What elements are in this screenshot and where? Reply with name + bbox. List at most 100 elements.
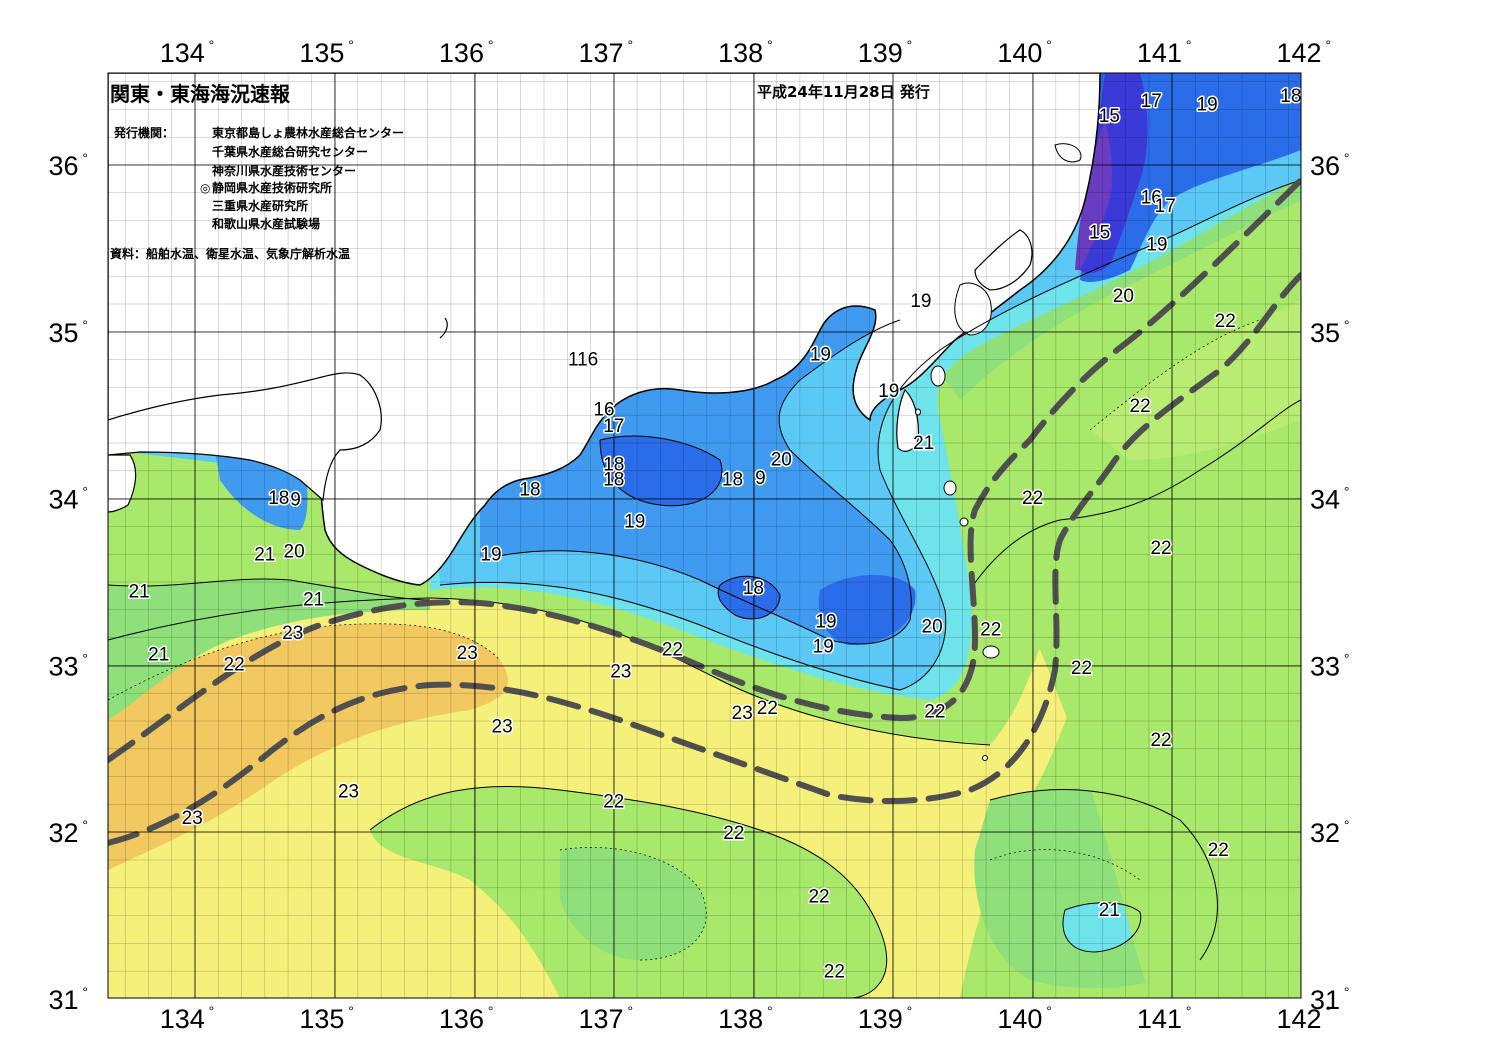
latitude-label-left: 32 ° [48,817,88,848]
isotherm-label: 18 [722,470,743,491]
isotherm-label: 22 [1071,658,1092,679]
longitude-label-top: 139 ° [858,37,913,68]
isotherm-label: 20 [284,541,305,562]
island-aogashima [982,755,988,761]
org-mark: ◎ [200,181,211,195]
isotherm-label: 16 [593,400,614,421]
isotherm-label: 18 [603,470,624,491]
isotherm-label: 23 [338,782,359,803]
isotherm-label: 23 [610,661,631,682]
latitude-label-right: 35 ° [1310,317,1350,348]
isotherm-label: 22 [723,823,744,844]
longitude-label-top: 136 ° [439,37,494,68]
longitude-label-bottom: 140 ° [997,1003,1052,1034]
isotherm-label: 18 [268,488,289,509]
zone-17-east [818,575,916,645]
longitude-label-bottom: 139 ° [858,1003,913,1034]
isotherm-label: 17 [1155,196,1176,217]
isotherm-label: 19 [1197,94,1218,115]
zone-21-south [560,847,707,960]
isotherm-label: 9 [755,468,766,489]
isotherm-label: 19 [815,611,836,632]
isotherm-label: 23 [182,808,203,829]
longitude-label-bottom: 137 ° [579,1003,634,1034]
land-boso [974,229,1033,291]
isotherm-label: 22 [808,887,829,908]
isotherm-label: 22 [662,640,683,661]
zone-21-coastal [108,578,430,720]
isotherm-label: 23 [282,623,303,644]
zone-17-south [718,576,780,619]
longitude-label-top: 141 ° [1137,37,1192,68]
isotherm-label: 22 [924,701,945,722]
latitude-label-left: 36 ° [48,150,88,181]
isotherm-label: 116 [568,349,598,370]
zone-15-north [1075,120,1112,270]
island-niijima [943,480,957,496]
organization-1: 東京都島しょ農林水産総合センター [200,124,404,141]
latitude-label-right: 36 ° [1310,150,1350,181]
longitude-label-top: 140 ° [997,37,1052,68]
land-kashima-lake [1054,143,1082,163]
isotherm-label: 22 [824,962,845,983]
longitude-label-bottom: 141 ° [1137,1003,1192,1034]
longitude-label-bottom: 136 ° [439,1003,494,1034]
longitude-label-bottom: 134 ° [160,1003,215,1034]
isotherm-label: 16 [1141,188,1162,209]
island-oshima [930,365,946,387]
island-hachijo [982,645,1000,659]
latitude-label-left: 31 ° [48,984,88,1015]
org-name: 三重県水産研究所 [212,199,309,213]
isotherm-label: 21 [1099,900,1120,921]
isotherm-label: 9 [290,490,301,511]
org-name: 静岡県水産技術研究所 [212,181,333,195]
longitude-label-top: 138 ° [718,37,773,68]
isotherm-label: 17 [1141,91,1162,112]
isotherm-label: 20 [922,616,943,637]
isotherm-label: 15 [1099,106,1120,127]
isotherm-label: 22 [1215,311,1236,332]
land-miura-bay [954,282,992,336]
isotherm-dotted-lines [108,319,1261,961]
isotherm-label: 19 [878,381,899,402]
zone-20-east-patch [1063,902,1141,952]
isotherm-label: 22 [1150,538,1171,559]
map-frame [107,72,1302,999]
longitude-label-top: 137 ° [579,37,634,68]
latitude-label-left: 35 ° [48,317,88,348]
isotherm-label: 15 [1089,223,1110,244]
isotherm-label: 21 [913,433,934,454]
zone-24-core [108,623,509,870]
isotherm-label: 22 [224,655,245,676]
isotherm-label: 23 [732,703,753,724]
issue-date: 平成24年11月28日 発行 [757,83,930,101]
isotherm-label: 20 [1113,286,1134,307]
isotherm-label: 22 [1022,488,1043,509]
isotherm-label: 22 [1130,396,1151,417]
isotherm-label: 19 [810,344,831,365]
isotherm-label: 18 [1280,86,1301,107]
isotherm-label: 17 [603,416,624,437]
organization-4: ◎ 静岡県水産技術研究所 [200,179,332,196]
isotherm-label: 22 [980,620,1001,641]
isotherm-label: 19 [624,511,645,532]
isotherm-label: 22 [1208,840,1229,861]
isotherm-label: 21 [148,645,169,666]
isotherm-label: 18 [603,455,624,476]
longitude-label-top: 134 ° [160,37,215,68]
land-kinki [108,372,382,502]
island-kouzu [915,408,921,416]
isotherm-label: 20 [771,450,792,471]
data-source-note: 資料：船舶水温、衛星水温、気象庁解析水温 [110,247,351,261]
issuer-label: 発行機関： [114,126,175,140]
latitude-label-right: 31 ° [1310,984,1350,1015]
longitude-label-top: 142 ° [1277,37,1332,68]
longitude-label-top: 135 ° [299,37,354,68]
latitude-label-right: 33 ° [1310,650,1350,681]
land-shikoku [108,454,137,513]
isotherm-label: 23 [492,716,513,737]
island-sado-hook [439,317,448,339]
